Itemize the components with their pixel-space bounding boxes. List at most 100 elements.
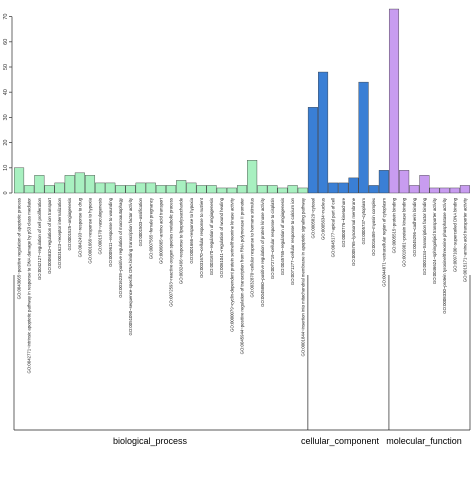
bar-biological-process-8 (95, 182, 106, 194)
term-label: GO:0045944~positive regulation of transc… (240, 197, 245, 354)
bar-molecular-function-2 (409, 185, 420, 194)
group-label-molecular-function: molecular_function (386, 436, 462, 446)
bar-molecular-function-5 (439, 187, 450, 194)
bar-biological-process-3 (44, 185, 55, 194)
term-label: GO:0009611~response to wounding (108, 197, 113, 266)
y-tick-label: 20 (3, 140, 9, 146)
bar-molecular-function-7 (459, 185, 470, 194)
bar-biological-process-27 (287, 185, 298, 194)
bar-biological-process-9 (105, 182, 116, 194)
term-label: GO:0042493~response to drug (77, 197, 82, 257)
bar-biological-process-4 (54, 182, 65, 194)
term-label: GO:0001503~ossification (138, 197, 143, 246)
bar-biological-process-7 (84, 175, 96, 194)
term-label: GO:0000776~kinetochore (341, 197, 346, 247)
y-tick-label: 40 (3, 89, 9, 95)
term-label: GO:0045296~cadherin binding (412, 197, 417, 256)
term-label: GO:0001570~vasculogenesis (98, 198, 103, 255)
term-label: GO:0005634~nucleus (321, 198, 326, 240)
bar-biological-process-20 (216, 187, 227, 194)
term-label: GO:0042127~regulation of cell proliferat… (37, 197, 42, 280)
bar-biological-process-19 (206, 185, 217, 194)
go-term-labels: GO:0043065~positive regulation of apopto… (17, 197, 468, 373)
bar-cellular-component-3 (338, 182, 349, 194)
bar-biological-process-12 (135, 182, 146, 194)
bar-biological-process-14 (155, 185, 166, 194)
bar-molecular-function-1 (399, 170, 410, 194)
bar-biological-process-1 (24, 185, 35, 194)
bar-biological-process-28 (297, 187, 308, 194)
term-label: GO:0001525~angiogenesis (67, 198, 72, 250)
term-label: GO:0061041~regulation of wound healing (219, 197, 224, 277)
term-label: GO:0044871~extracellular region of cytop… (381, 198, 386, 287)
bar-biological-process-5 (64, 175, 75, 194)
term-label: GO:0001134~transcription factor binding (422, 197, 427, 275)
bar-biological-process-2 (34, 175, 45, 194)
group-brackets (13, 275, 471, 431)
term-label: GO:0005829~cytosol (310, 198, 315, 239)
term-label: GO:0045177~apical part of cell (331, 198, 336, 257)
term-label: GO:0032870~cellular response to hormone … (250, 198, 255, 297)
group-labels: biological_process cellular_component mo… (113, 436, 462, 446)
y-tick-label: 60 (3, 39, 9, 45)
bar-biological-process-13 (145, 182, 156, 194)
y-axis: 0 10 20 30 40 50 60 70 (3, 14, 13, 195)
term-label: GO:0006810~regulation of ion transport (47, 197, 52, 274)
bar-biological-process-23 (247, 160, 258, 194)
term-label: GO:0032496~response to lipopolysaccharid… (179, 197, 184, 284)
bar-biological-process-15 (166, 185, 177, 194)
term-label: GO:0031670~regulation of angiogenesis (209, 198, 214, 275)
group-label-cellular-component: cellular_component (301, 436, 380, 446)
y-tick-label: 30 (3, 114, 9, 120)
term-label: GO:0005765~lysosomal membrane (351, 197, 356, 266)
bar-biological-process-18 (196, 185, 207, 194)
term-label: GO:0045765~regulation of angiogenesis (280, 198, 285, 275)
term-label: GO:0016239~positive regulation of macroa… (118, 197, 123, 298)
bar-biological-process-26 (277, 187, 288, 194)
y-tick-label: 50 (3, 64, 9, 70)
term-label: GO:0031670~cellular response to nutrient (199, 197, 204, 278)
term-label: GO:0046624~sphingolipid transporter acti… (432, 197, 437, 284)
term-label: GO:0072593~reactive oxygen species metab… (169, 198, 174, 307)
bar-biological-process-17 (186, 182, 197, 194)
bar-biological-process-16 (176, 180, 187, 194)
bar-cellular-component-0 (307, 107, 318, 194)
term-label: GO:0005515~protein binding (392, 197, 397, 253)
term-label: GO:0019901~protein kinase binding (402, 197, 407, 267)
term-label: GO:0005737~cytoplasm (361, 198, 366, 245)
bar-biological-process-25 (267, 185, 278, 194)
term-label: GO:0097100~supercoiled DNA binding (452, 197, 457, 272)
term-label: GO:0001666~response to hypoxia (189, 197, 194, 263)
bar-biological-process-21 (226, 187, 237, 194)
bar-cellular-component-1 (318, 71, 329, 194)
term-label: GO:0001844~insertion into mitochondrial … (300, 197, 305, 356)
term-label: GO:0008330~protein tyrosine/threonine ph… (442, 197, 447, 314)
bar-molecular-function-6 (449, 187, 460, 194)
bar-biological-process-11 (125, 185, 136, 194)
term-label: GO:0031623~receptor internalization (57, 197, 62, 268)
bar-molecular-function-0 (388, 8, 400, 194)
term-label: GO:0051090~sequence-specific DNA binding… (128, 197, 133, 335)
bar-cellular-component-5 (358, 81, 369, 194)
term-label: GO:0072719~cellular response to cisplati… (270, 197, 275, 279)
bar-biological-process-6 (74, 172, 85, 194)
bar-biological-process-24 (257, 185, 268, 194)
bar-biological-process-22 (236, 185, 248, 194)
bar-cellular-component-6 (368, 185, 379, 194)
bar-biological-process-10 (115, 185, 126, 194)
bar-molecular-function-3 (419, 175, 430, 194)
term-label: GO:0000079~cyclin-dependent protein seri… (229, 197, 234, 332)
term-label: GO:0001666~response to hypoxia (88, 197, 93, 263)
term-label: GO:0007565~female pregnancy (148, 197, 153, 259)
y-tick-label: 0 (3, 191, 9, 194)
y-tick-label: 70 (3, 14, 9, 20)
term-label: GO:0015171~amino acid transporter activi… (462, 197, 467, 282)
term-label: GO:0043065~positive regulation of apopto… (17, 198, 22, 299)
term-label: GO:0016459~myosin complex (371, 197, 376, 256)
y-tick-label: 10 (3, 165, 9, 171)
term-label: GO:0006865~amino acid transport (158, 197, 163, 264)
bar-molecular-function-4 (429, 187, 440, 194)
term-label: GO:0071277~cellular response to calcium … (290, 197, 295, 285)
term-label: GO:0042771~intrinsic apoptotic pathway i… (27, 197, 32, 373)
